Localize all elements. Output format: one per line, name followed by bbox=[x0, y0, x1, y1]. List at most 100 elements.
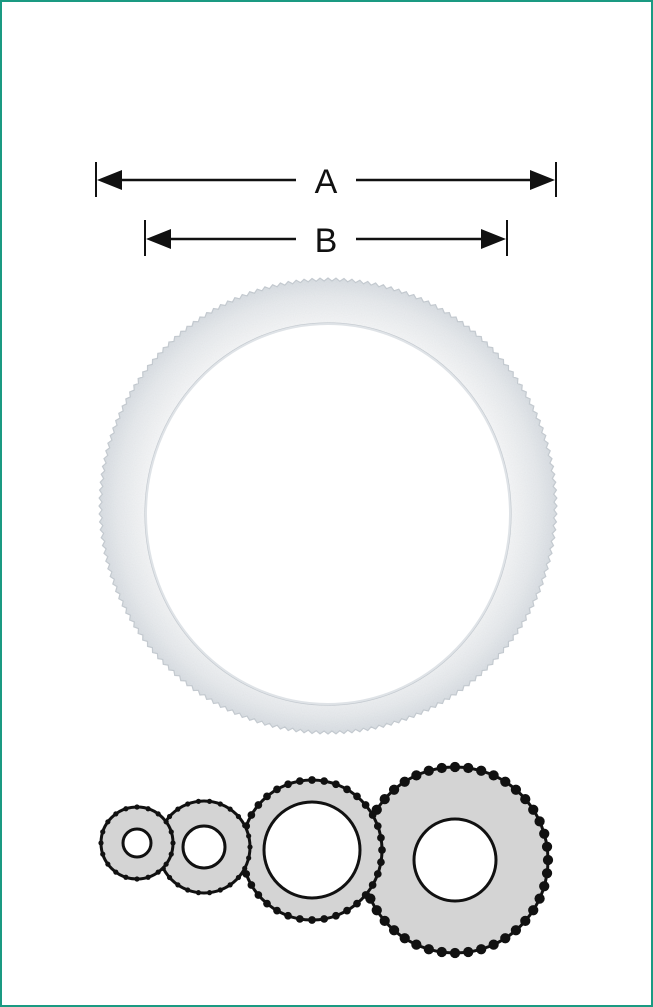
gear-large-tooth bbox=[436, 946, 447, 958]
gear-small-tooth bbox=[235, 874, 242, 881]
dimension-b-left-arrowhead bbox=[146, 229, 171, 249]
gear-medium-tooth bbox=[284, 911, 292, 920]
gear-small-tooth bbox=[246, 855, 252, 861]
gear-tiny-tooth bbox=[105, 861, 111, 867]
gear-large-tooth bbox=[539, 828, 550, 839]
gear-large bbox=[356, 761, 554, 959]
dimension-a-right-arrowhead bbox=[530, 170, 555, 190]
gear-medium-tooth bbox=[247, 881, 256, 889]
gear-small-tooth bbox=[195, 798, 202, 804]
gear-medium-tooth bbox=[343, 906, 351, 915]
gear-small-tooth bbox=[175, 806, 181, 812]
gear-tiny-tooth bbox=[113, 869, 119, 875]
gear-large-tooth bbox=[500, 933, 511, 944]
gear-tiny-tooth bbox=[168, 829, 174, 835]
gear-tiny-tooth bbox=[163, 861, 169, 867]
gear-small-bore bbox=[181, 824, 227, 870]
gear-medium bbox=[238, 776, 386, 924]
gear-small-tooth bbox=[185, 801, 191, 807]
gear-medium-tooth bbox=[343, 785, 351, 794]
gear-medium-tooth bbox=[353, 792, 361, 801]
gear-small-tooth bbox=[242, 865, 248, 871]
gear-small-tooth bbox=[247, 844, 253, 850]
gear-tiny-tooth bbox=[145, 806, 151, 812]
gear-tiny-tooth bbox=[100, 829, 106, 835]
gear-large-tooth bbox=[411, 770, 422, 781]
gear-large-tooth bbox=[379, 793, 390, 805]
gear-large-tooth bbox=[436, 762, 447, 774]
gear-large-tooth bbox=[371, 905, 382, 916]
gear-large-tooth bbox=[520, 793, 531, 805]
gear-large-tooth bbox=[528, 804, 539, 815]
gear-lineup bbox=[98, 761, 554, 959]
gear-large-tooth bbox=[423, 944, 434, 955]
gear-small-tooth bbox=[227, 806, 233, 812]
gear-medium-bore bbox=[262, 800, 362, 900]
reduction-ring-body bbox=[98, 277, 558, 735]
gear-large-tooth bbox=[399, 776, 410, 787]
gear-medium-tooth bbox=[377, 833, 385, 842]
gear-medium-tooth bbox=[263, 899, 271, 908]
gear-large-tooth bbox=[534, 893, 545, 904]
gear-large-tooth bbox=[388, 925, 400, 936]
gear-small-tooth bbox=[217, 801, 223, 807]
gear-tiny-tooth bbox=[100, 851, 106, 857]
gear-medium-tooth bbox=[332, 780, 340, 789]
gear-large-tooth bbox=[510, 784, 522, 795]
gear-medium-tooth bbox=[320, 915, 329, 923]
gear-medium-tooth bbox=[295, 777, 304, 785]
gear-medium-tooth bbox=[373, 870, 382, 878]
gear-tiny-tooth bbox=[105, 819, 111, 825]
gear-medium-tooth bbox=[254, 801, 263, 809]
gear-large-tooth bbox=[528, 905, 539, 916]
gear-medium-tooth bbox=[273, 785, 281, 794]
gear-tiny-tooth bbox=[155, 869, 161, 875]
gear-medium-tooth bbox=[308, 916, 316, 924]
gear-medium-tooth bbox=[332, 911, 340, 920]
gear-small-tooth bbox=[227, 882, 233, 888]
dimension-b-right-arrowhead bbox=[481, 229, 506, 249]
gear-large-tooth bbox=[463, 762, 474, 774]
gear-tiny-tooth bbox=[163, 819, 169, 825]
gear-small-tooth bbox=[166, 813, 173, 820]
gear-medium-tooth bbox=[308, 776, 316, 784]
gear-tiny-tooth bbox=[134, 876, 140, 882]
gear-tiny-tooth bbox=[170, 840, 176, 846]
gear-large-tooth bbox=[541, 841, 553, 852]
gear-small-tooth bbox=[185, 887, 191, 893]
gear-medium-tooth bbox=[247, 811, 256, 819]
gear-medium-tooth bbox=[284, 780, 292, 789]
gear-large-tooth bbox=[423, 765, 434, 776]
gear-tiny-tooth bbox=[145, 874, 151, 880]
gear-tiny-tooth bbox=[134, 804, 140, 810]
gear-medium-tooth bbox=[373, 822, 382, 830]
gear-small-tooth bbox=[235, 813, 242, 820]
gear-small-tooth bbox=[217, 887, 223, 893]
gear-large-tooth bbox=[534, 816, 545, 827]
gear-large-tooth bbox=[476, 765, 487, 776]
gear-tiny-tooth bbox=[168, 851, 174, 857]
gear-medium-tooth bbox=[361, 801, 370, 809]
gear-large-tooth bbox=[488, 939, 499, 950]
gear-large-tooth bbox=[542, 854, 554, 866]
gear-medium-tooth bbox=[295, 915, 304, 923]
gear-tiny-tooth bbox=[98, 840, 104, 846]
gear-large-tooth bbox=[388, 784, 400, 795]
gear-small-tooth bbox=[166, 874, 173, 881]
gear-large-tooth bbox=[449, 761, 461, 773]
dimension-b-label: B bbox=[315, 222, 338, 260]
gear-small-tooth bbox=[242, 823, 248, 829]
gear-small-tooth bbox=[206, 890, 213, 896]
gear-tiny-tooth bbox=[155, 811, 161, 817]
gear-tiny-tooth bbox=[123, 806, 129, 812]
reduction-ring bbox=[98, 277, 558, 735]
gear-large-tooth bbox=[463, 946, 474, 958]
gear-large-tooth bbox=[449, 947, 461, 959]
gear-small-tooth bbox=[195, 890, 202, 896]
gear-large-tooth bbox=[500, 776, 511, 787]
gear-medium-tooth bbox=[361, 891, 370, 899]
gear-large-tooth bbox=[399, 933, 410, 944]
gear-large-tooth bbox=[541, 868, 553, 879]
gear-medium-tooth bbox=[377, 858, 385, 867]
gear-medium-tooth bbox=[254, 891, 263, 899]
